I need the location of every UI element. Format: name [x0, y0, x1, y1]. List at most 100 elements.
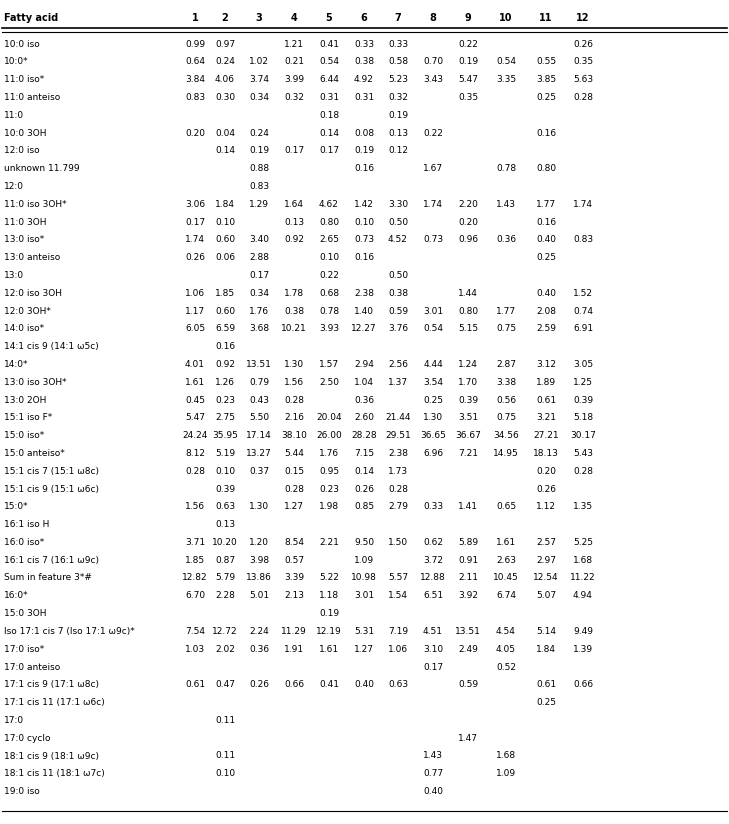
Text: 0.75: 0.75	[496, 325, 516, 333]
Text: 3.54: 3.54	[423, 377, 443, 386]
Text: 0.77: 0.77	[423, 770, 443, 779]
Text: 17:1 cis 11 (17:1 ω6c): 17:1 cis 11 (17:1 ω6c)	[4, 698, 105, 707]
Text: 0.80: 0.80	[319, 218, 339, 227]
Text: 0.16: 0.16	[536, 129, 556, 138]
Text: 11:0 anteiso: 11:0 anteiso	[4, 93, 61, 102]
Text: 0.74: 0.74	[573, 307, 593, 316]
Text: 0.80: 0.80	[458, 307, 478, 316]
Text: 0.11: 0.11	[215, 751, 235, 761]
Text: 2.56: 2.56	[388, 360, 408, 369]
Text: 4.92: 4.92	[354, 75, 374, 84]
Text: 3.98: 3.98	[249, 555, 269, 564]
Text: 2.38: 2.38	[354, 288, 374, 297]
Text: 0.26: 0.26	[354, 485, 374, 494]
Text: 5.47: 5.47	[185, 414, 205, 423]
Text: 4.94: 4.94	[573, 592, 593, 601]
Text: 1.61: 1.61	[496, 538, 516, 547]
Text: 0.23: 0.23	[319, 485, 339, 494]
Text: 0.08: 0.08	[354, 129, 374, 138]
Text: 1.68: 1.68	[573, 555, 593, 564]
Text: 0.25: 0.25	[536, 253, 556, 262]
Text: 10:0 3OH: 10:0 3OH	[4, 129, 47, 138]
Text: 0.92: 0.92	[284, 236, 304, 244]
Text: 10.98: 10.98	[351, 574, 377, 583]
Text: 13:0 iso 3OH*: 13:0 iso 3OH*	[4, 377, 66, 386]
Text: 0.99: 0.99	[185, 40, 205, 49]
Text: 9: 9	[464, 13, 472, 23]
Text: 13.27: 13.27	[246, 449, 272, 458]
Text: 0.55: 0.55	[536, 58, 556, 66]
Text: 0.40: 0.40	[536, 236, 556, 244]
Text: 1.61: 1.61	[185, 377, 205, 386]
Text: 14:1 cis 9 (14:1 ω5c): 14:1 cis 9 (14:1 ω5c)	[4, 342, 98, 351]
Text: 0.31: 0.31	[319, 93, 339, 102]
Text: 0.54: 0.54	[423, 325, 443, 333]
Text: 0.19: 0.19	[458, 58, 478, 66]
Text: 0.34: 0.34	[249, 288, 269, 297]
Text: 12.88: 12.88	[420, 574, 446, 583]
Text: 0.63: 0.63	[388, 681, 408, 690]
Text: 0.14: 0.14	[319, 129, 339, 138]
Text: 12.72: 12.72	[212, 627, 238, 636]
Text: 16:0 iso*: 16:0 iso*	[4, 538, 44, 547]
Text: 0.25: 0.25	[536, 93, 556, 102]
Text: 5.25: 5.25	[573, 538, 593, 547]
Text: 1.85: 1.85	[215, 288, 235, 297]
Text: 0.73: 0.73	[423, 236, 443, 244]
Text: 1.89: 1.89	[536, 377, 556, 386]
Text: 0.18: 0.18	[319, 110, 339, 119]
Text: 1.06: 1.06	[185, 288, 205, 297]
Text: 0.16: 0.16	[354, 253, 374, 262]
Text: 17:0 anteiso: 17:0 anteiso	[4, 662, 61, 672]
Text: 11.29: 11.29	[281, 627, 307, 636]
Text: 13:0: 13:0	[4, 271, 24, 280]
Text: 0.58: 0.58	[388, 58, 408, 66]
Text: 24.24: 24.24	[182, 431, 208, 440]
Text: 13:0 anteiso: 13:0 anteiso	[4, 253, 61, 262]
Text: 0.63: 0.63	[215, 503, 235, 512]
Text: 3.10: 3.10	[423, 644, 443, 653]
Text: 0.20: 0.20	[536, 466, 556, 475]
Text: 4.52: 4.52	[388, 236, 408, 244]
Text: 0.28: 0.28	[185, 466, 205, 475]
Text: 5.01: 5.01	[249, 592, 269, 601]
Text: 1.50: 1.50	[388, 538, 408, 547]
Text: 0.80: 0.80	[536, 164, 556, 173]
Text: 0.54: 0.54	[496, 58, 516, 66]
Text: 1.35: 1.35	[573, 503, 593, 512]
Text: 0.59: 0.59	[458, 681, 478, 690]
Text: 0.40: 0.40	[354, 681, 374, 690]
Text: 12:0: 12:0	[4, 182, 24, 191]
Text: Fatty acid: Fatty acid	[4, 13, 58, 23]
Text: 1.43: 1.43	[423, 751, 443, 761]
Text: 0.04: 0.04	[215, 129, 235, 138]
Text: 3.06: 3.06	[185, 199, 205, 208]
Text: 0.39: 0.39	[215, 485, 235, 494]
Text: 12: 12	[576, 13, 590, 23]
Text: 0.28: 0.28	[573, 466, 593, 475]
Text: 15:1 cis 7 (15:1 ω8c): 15:1 cis 7 (15:1 ω8c)	[4, 466, 99, 475]
Text: 0.62: 0.62	[423, 538, 443, 547]
Text: 0.97: 0.97	[215, 40, 235, 49]
Text: 16:0*: 16:0*	[4, 592, 28, 601]
Text: 2.11: 2.11	[458, 574, 478, 583]
Text: 1.84: 1.84	[215, 199, 235, 208]
Text: 11:0 iso 3OH*: 11:0 iso 3OH*	[4, 199, 66, 208]
Text: 0.10: 0.10	[319, 253, 339, 262]
Text: 6.70: 6.70	[185, 592, 205, 601]
Text: 1.61: 1.61	[319, 644, 339, 653]
Text: 9.50: 9.50	[354, 538, 374, 547]
Text: 1.67: 1.67	[423, 164, 443, 173]
Text: 0.79: 0.79	[249, 377, 269, 386]
Text: 2.60: 2.60	[354, 414, 374, 423]
Text: 4.62: 4.62	[319, 199, 339, 208]
Text: 11:0 3OH: 11:0 3OH	[4, 218, 47, 227]
Text: 0.91: 0.91	[458, 555, 478, 564]
Text: 0.36: 0.36	[496, 236, 516, 244]
Text: 5.43: 5.43	[573, 449, 593, 458]
Text: 2.94: 2.94	[354, 360, 374, 369]
Text: 1.12: 1.12	[536, 503, 556, 512]
Text: 1: 1	[192, 13, 198, 23]
Text: 0.28: 0.28	[284, 485, 304, 494]
Text: 14.95: 14.95	[493, 449, 519, 458]
